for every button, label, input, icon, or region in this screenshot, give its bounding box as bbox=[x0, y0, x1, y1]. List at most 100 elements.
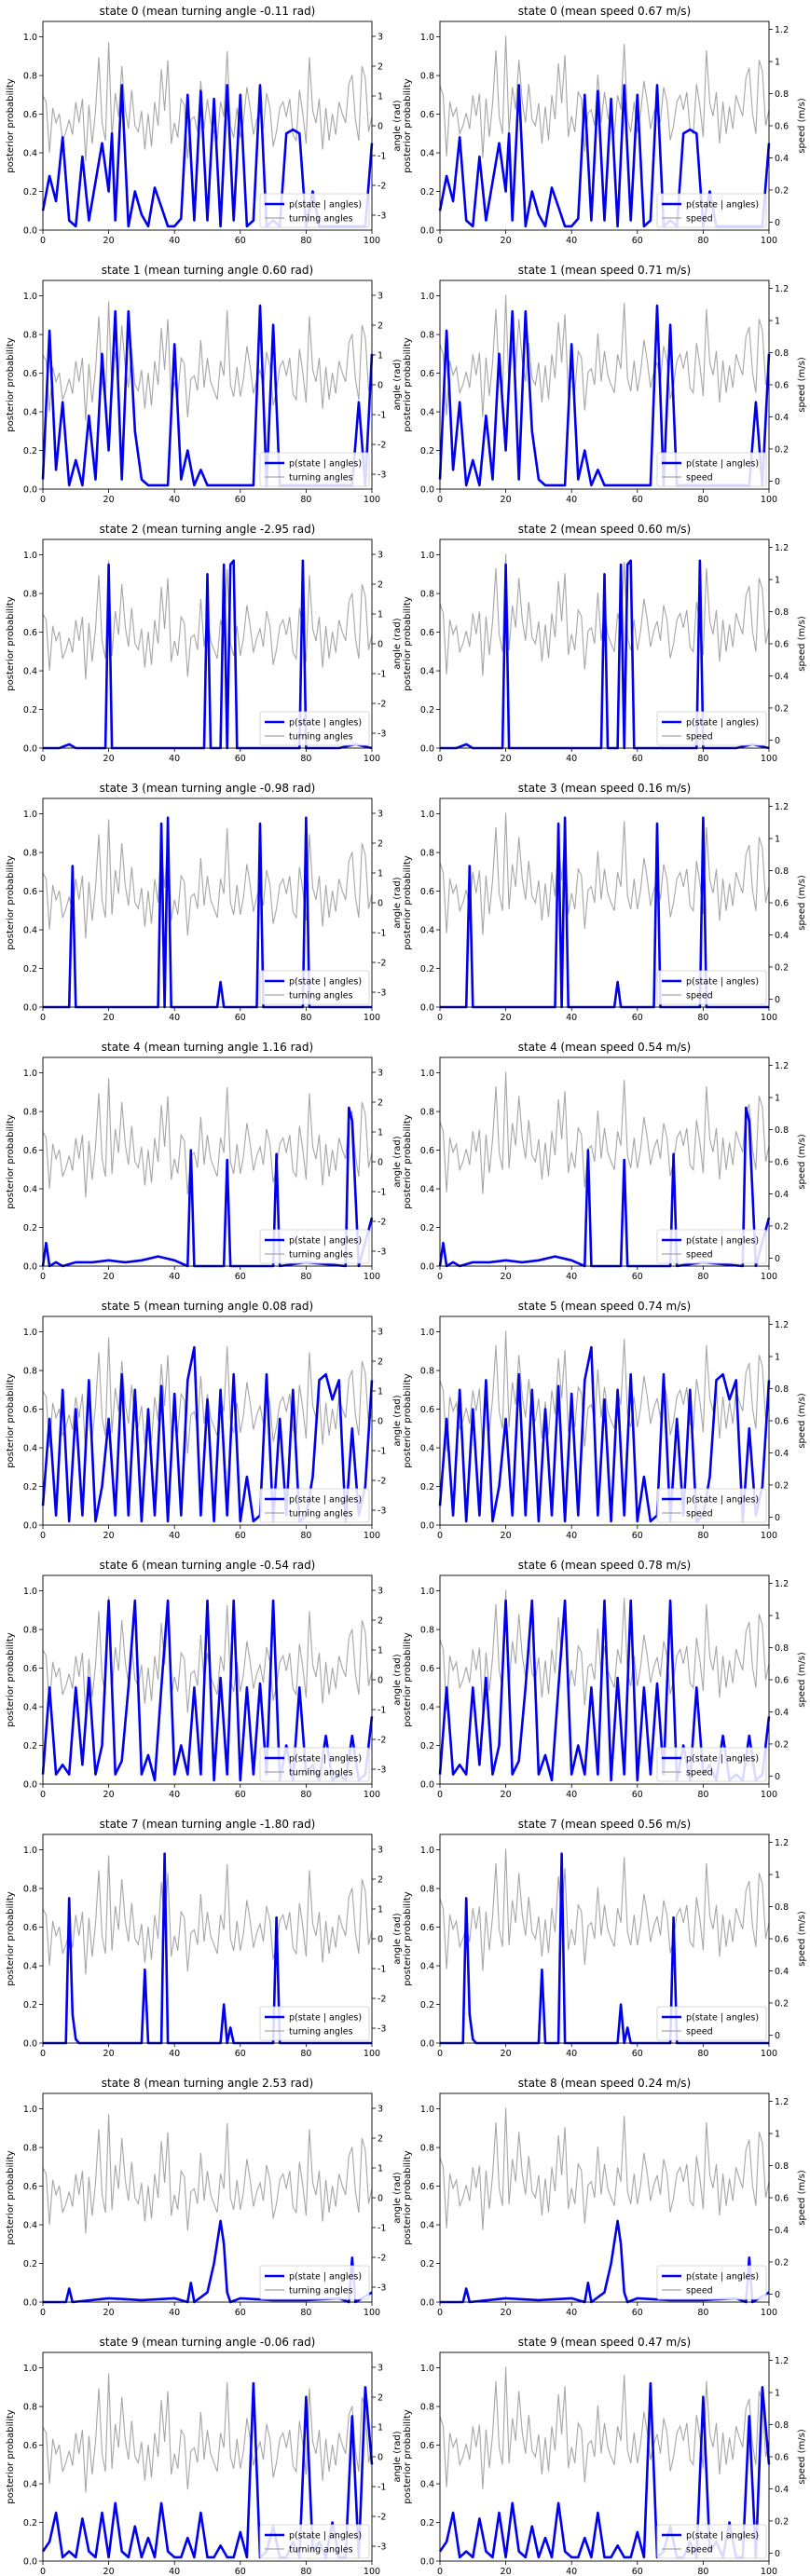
right-tick-label: -3 bbox=[378, 470, 386, 481]
y-tick-label: 0.2 bbox=[23, 705, 37, 716]
right-tick-label: 1.2 bbox=[775, 1061, 789, 1071]
x-tick-label: 20 bbox=[501, 2567, 512, 2576]
subplot-title: state 6 (mean turning angle -0.54 rad) bbox=[100, 1559, 316, 1572]
y-tick-label: 0.8 bbox=[23, 2403, 37, 2413]
legend-label-posterior: p(state | angles) bbox=[289, 2013, 362, 2024]
y-tick-label: 0.0 bbox=[23, 2039, 37, 2050]
speed-series-line bbox=[439, 35, 770, 158]
right-tick-label: 1 bbox=[775, 2389, 780, 2399]
y-tick-label: 0.8 bbox=[23, 1626, 37, 1636]
y-tick-label: 0.8 bbox=[420, 1885, 434, 1895]
x-tick-label: 20 bbox=[103, 1272, 115, 1282]
subplot-8: state 4 (mean turning angle 1.16 rad) 0.0… bbox=[6, 1041, 403, 1282]
legend-label-posterior: p(state | angles) bbox=[289, 1236, 362, 1247]
y-tick-label: 0.8 bbox=[420, 331, 434, 341]
y-tick-label: 0.8 bbox=[23, 1367, 37, 1377]
x-tick-label: 0 bbox=[40, 1272, 46, 1282]
y-tick-label: 0.0 bbox=[23, 1262, 37, 1273]
right-tick-label: 0.2 bbox=[775, 703, 789, 714]
x-tick-label: 40 bbox=[566, 2308, 577, 2318]
y-tick-label: 0.2 bbox=[23, 2259, 37, 2269]
right-tick-label: -1 bbox=[378, 670, 386, 680]
subplot-15: state 7 (mean speed 0.56 m/s) 0.0 0.2 0.4 0.… bbox=[403, 1818, 807, 2059]
right-tick-label: 1.2 bbox=[775, 2356, 789, 2366]
legend-box bbox=[259, 1488, 370, 1523]
right-tick-label: 0.8 bbox=[775, 1125, 789, 1136]
right-tick-label: 3 bbox=[378, 1846, 383, 1856]
right-tick-label: 0.4 bbox=[775, 413, 789, 423]
y-tick-label: 0.6 bbox=[420, 369, 434, 379]
y-tick-label: 0.2 bbox=[420, 964, 434, 975]
turning-angles-series-line bbox=[42, 1855, 373, 1975]
right-tick-label: -3 bbox=[378, 729, 386, 740]
legend-box bbox=[656, 1229, 767, 1264]
turning-angles-series-line bbox=[42, 819, 373, 939]
posterior-y-label: posterior probability bbox=[403, 337, 413, 431]
legend-label-speed: speed bbox=[686, 732, 713, 743]
y-tick-label: 1.0 bbox=[23, 551, 37, 561]
x-tick-label: 0 bbox=[40, 2567, 46, 2576]
speed-axis-label: speed (m/s) bbox=[797, 357, 807, 413]
legend-label-posterior: p(state | angles) bbox=[686, 718, 759, 729]
y-tick-label: 0.8 bbox=[420, 590, 434, 600]
angle-axis-label: angle (rad) bbox=[392, 1654, 403, 1705]
y-tick-label: 1.0 bbox=[420, 2105, 434, 2115]
y-tick-label: 0.4 bbox=[420, 1444, 434, 1454]
right-tick-label: 1 bbox=[775, 1612, 780, 1622]
legend-label-speed: speed bbox=[686, 1509, 713, 1520]
right-tick-label: 2 bbox=[378, 62, 383, 73]
right-tick-label: 0.2 bbox=[775, 1480, 789, 1491]
y-tick-label: 0.2 bbox=[420, 2259, 434, 2269]
y-tick-label: 0.0 bbox=[23, 1003, 37, 1014]
x-tick-label: 0 bbox=[40, 1013, 46, 1023]
x-tick-label: 40 bbox=[169, 495, 180, 505]
right-tick-label: 3 bbox=[378, 1587, 383, 1597]
x-tick-label: 0 bbox=[437, 1272, 443, 1282]
posterior-y-label: posterior probability bbox=[6, 1114, 16, 1208]
right-tick-label: -3 bbox=[378, 1765, 386, 1776]
angle-axis-label: angle (rad) bbox=[392, 2172, 403, 2223]
x-tick-label: 40 bbox=[169, 1790, 180, 1800]
right-tick-label: 0 bbox=[378, 2194, 383, 2204]
legend-box bbox=[259, 711, 370, 746]
x-tick-label: 100 bbox=[761, 2308, 777, 2318]
x-tick-label: 0 bbox=[437, 1013, 443, 1023]
speed-series-line bbox=[439, 1848, 770, 1971]
x-tick-label: 100 bbox=[761, 1013, 777, 1023]
right-tick-label: -3 bbox=[378, 211, 386, 222]
x-tick-label: 0 bbox=[437, 2308, 443, 2318]
right-tick-label: 1 bbox=[775, 576, 780, 586]
y-tick-label: 0.0 bbox=[420, 2298, 434, 2309]
x-tick-label: 100 bbox=[364, 2308, 380, 2318]
right-tick-label: 1 bbox=[378, 1128, 383, 1138]
speed-series-line bbox=[439, 1071, 770, 1194]
right-tick-label: -1 bbox=[378, 1706, 386, 1716]
legend-label-posterior: p(state | angles) bbox=[686, 1495, 759, 1506]
x-tick-label: 100 bbox=[364, 1531, 380, 1541]
right-tick-label: 0.2 bbox=[775, 2516, 789, 2527]
legend-label-turning-angles: turning angles bbox=[289, 991, 353, 1002]
x-tick-label: 80 bbox=[300, 2308, 311, 2318]
y-tick-label: 1.0 bbox=[420, 1587, 434, 1597]
y-tick-label: 1.0 bbox=[23, 2364, 37, 2374]
right-tick-label: 0.6 bbox=[775, 122, 789, 132]
posterior-y-label: posterior probability bbox=[6, 2409, 16, 2503]
subplot-19: state 9 (mean speed 0.47 m/s) 0.0 0.2 0.4 0.… bbox=[403, 2336, 807, 2576]
y-tick-label: 0.4 bbox=[23, 1444, 37, 1454]
x-tick-label: 20 bbox=[103, 2308, 115, 2318]
legend-box bbox=[656, 452, 767, 487]
right-tick-label: -2 bbox=[378, 1995, 386, 2005]
legend-box bbox=[656, 1488, 767, 1523]
x-tick-label: 80 bbox=[697, 2308, 708, 2318]
right-tick-label: 1 bbox=[378, 869, 383, 879]
right-tick-label: 0 bbox=[775, 2290, 780, 2300]
posterior-y-label: posterior probability bbox=[6, 1373, 16, 1467]
x-tick-label: 100 bbox=[761, 495, 777, 505]
x-tick-label: 20 bbox=[103, 1013, 115, 1023]
legend-label-speed: speed bbox=[686, 1768, 713, 1779]
x-tick-label: 40 bbox=[169, 2049, 180, 2059]
y-tick-label: 0.2 bbox=[420, 1482, 434, 1492]
right-tick-label: -1 bbox=[378, 152, 386, 162]
x-tick-label: 100 bbox=[364, 2567, 380, 2576]
y-tick-label: 0.6 bbox=[420, 110, 434, 120]
